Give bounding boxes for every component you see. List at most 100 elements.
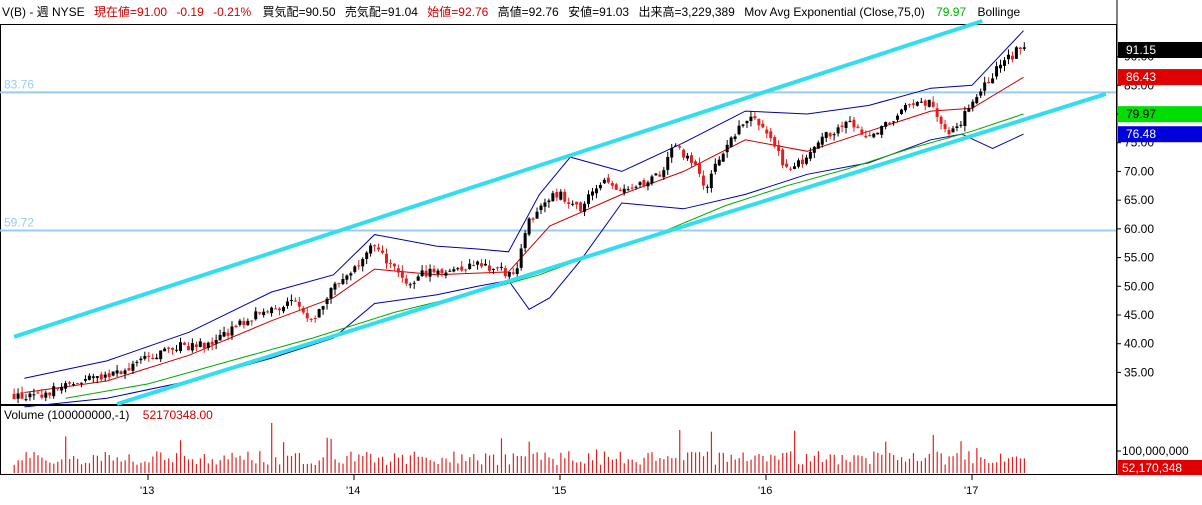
candle-body: [828, 133, 832, 137]
volume-bar: [762, 455, 764, 473]
volume-bar: [679, 429, 681, 473]
volume-bar: [508, 464, 510, 473]
candle-body: [487, 265, 491, 271]
volume-bar: [199, 458, 201, 473]
candle-body: [769, 131, 773, 139]
volume-bar: [148, 462, 150, 473]
volume-bar: [461, 454, 463, 473]
volume-bar: [21, 460, 23, 473]
volume-bar: [358, 454, 360, 473]
volume-bar: [611, 459, 613, 473]
candle-body: [151, 357, 155, 360]
price-tag-label-ema_short: 86.43: [1126, 70, 1156, 84]
candle-body: [210, 341, 214, 345]
volume-bar: [754, 455, 756, 473]
volume-bar: [65, 436, 67, 473]
volume-bar: [322, 457, 324, 473]
volume-bar: [465, 461, 467, 473]
candle-body: [535, 211, 539, 219]
x-tick-label-4: '17: [964, 485, 978, 497]
volume-bar: [512, 453, 514, 473]
volume-bar: [195, 464, 198, 473]
candle-body: [365, 252, 369, 259]
header-change-pct: -0.21%: [213, 5, 251, 19]
volume-value: 52170348.00: [143, 408, 213, 422]
candle-body: [991, 78, 995, 84]
volume-bar: [84, 462, 87, 473]
volume-bar: [183, 456, 186, 473]
price-tags: 91.15 86.43 79.97 76.48: [1118, 41, 1202, 143]
volume-bar: [409, 455, 411, 473]
volume-bar: [239, 455, 241, 473]
volume-bar: [766, 461, 768, 473]
volume-bar: [397, 457, 400, 473]
candle-body: [943, 124, 947, 130]
volume-bar: [924, 457, 926, 473]
candle-body: [690, 155, 694, 163]
candle-body: [198, 341, 202, 348]
volume-bar: [599, 464, 602, 473]
volume-bar: [623, 463, 625, 473]
volume-bar: [873, 451, 875, 473]
volume-bar: [782, 453, 784, 473]
volume-bar: [310, 463, 312, 473]
candle-body: [511, 272, 515, 274]
candle-body: [808, 151, 812, 159]
candle-body: [927, 99, 931, 107]
candle-body: [864, 135, 868, 138]
candle-body: [131, 363, 135, 371]
volume-bar: [627, 459, 629, 473]
volume-bar: [730, 454, 732, 473]
volume-bar: [813, 455, 816, 473]
volume-bar: [805, 453, 808, 473]
candle-body: [12, 393, 16, 400]
candle-body: [903, 104, 907, 111]
volume-bar: [271, 423, 273, 473]
bollinger-bands: [24, 30, 1024, 408]
volume-bar: [667, 456, 669, 473]
volume-bar: [572, 460, 574, 473]
candle-body: [519, 248, 523, 268]
candle-body: [464, 269, 468, 271]
candle-body: [452, 269, 456, 272]
candle-body: [400, 270, 404, 278]
candle-body: [305, 313, 309, 319]
volume-bar: [714, 464, 716, 473]
svg-text:Volume (100000000,-1) 5217: Volume (100000000,-1) 52170348.00: [4, 408, 213, 422]
candle-body: [301, 307, 305, 313]
volume-bar: [603, 451, 606, 473]
volume-bar: [17, 460, 19, 473]
volume-bar: [595, 449, 598, 473]
volume-bar: [750, 459, 752, 473]
volume-bar: [393, 453, 396, 473]
volume-bar: [980, 457, 982, 473]
candle-body: [836, 127, 840, 134]
volume-bars: [13, 423, 1025, 473]
candle-body: [32, 394, 36, 396]
candle-body: [642, 180, 646, 187]
candle-body: [1022, 47, 1026, 49]
volume-axis-label: 100,000,000: [1122, 444, 1189, 458]
candle-body: [852, 119, 856, 128]
volume-bar: [988, 463, 990, 473]
volume-bar: [702, 456, 705, 473]
trend-channel: [13, 19, 1107, 406]
volume-bar: [374, 462, 376, 473]
header-symbol: V(B) - 週 NYSE: [2, 5, 85, 19]
candle-body: [349, 273, 353, 276]
candle-body: [123, 370, 127, 374]
candle-body: [377, 247, 381, 250]
volume-bar: [219, 460, 221, 473]
volume-bar: [916, 460, 919, 473]
volume-bar: [936, 451, 938, 473]
volume-bar: [164, 459, 166, 473]
volume-bar: [710, 431, 713, 473]
channel-upper-line: [13, 19, 983, 339]
candle-body: [40, 394, 44, 398]
volume-bar: [88, 463, 91, 473]
volume-bar: [659, 458, 661, 473]
candle-body: [91, 376, 95, 378]
candle-body: [495, 267, 499, 269]
